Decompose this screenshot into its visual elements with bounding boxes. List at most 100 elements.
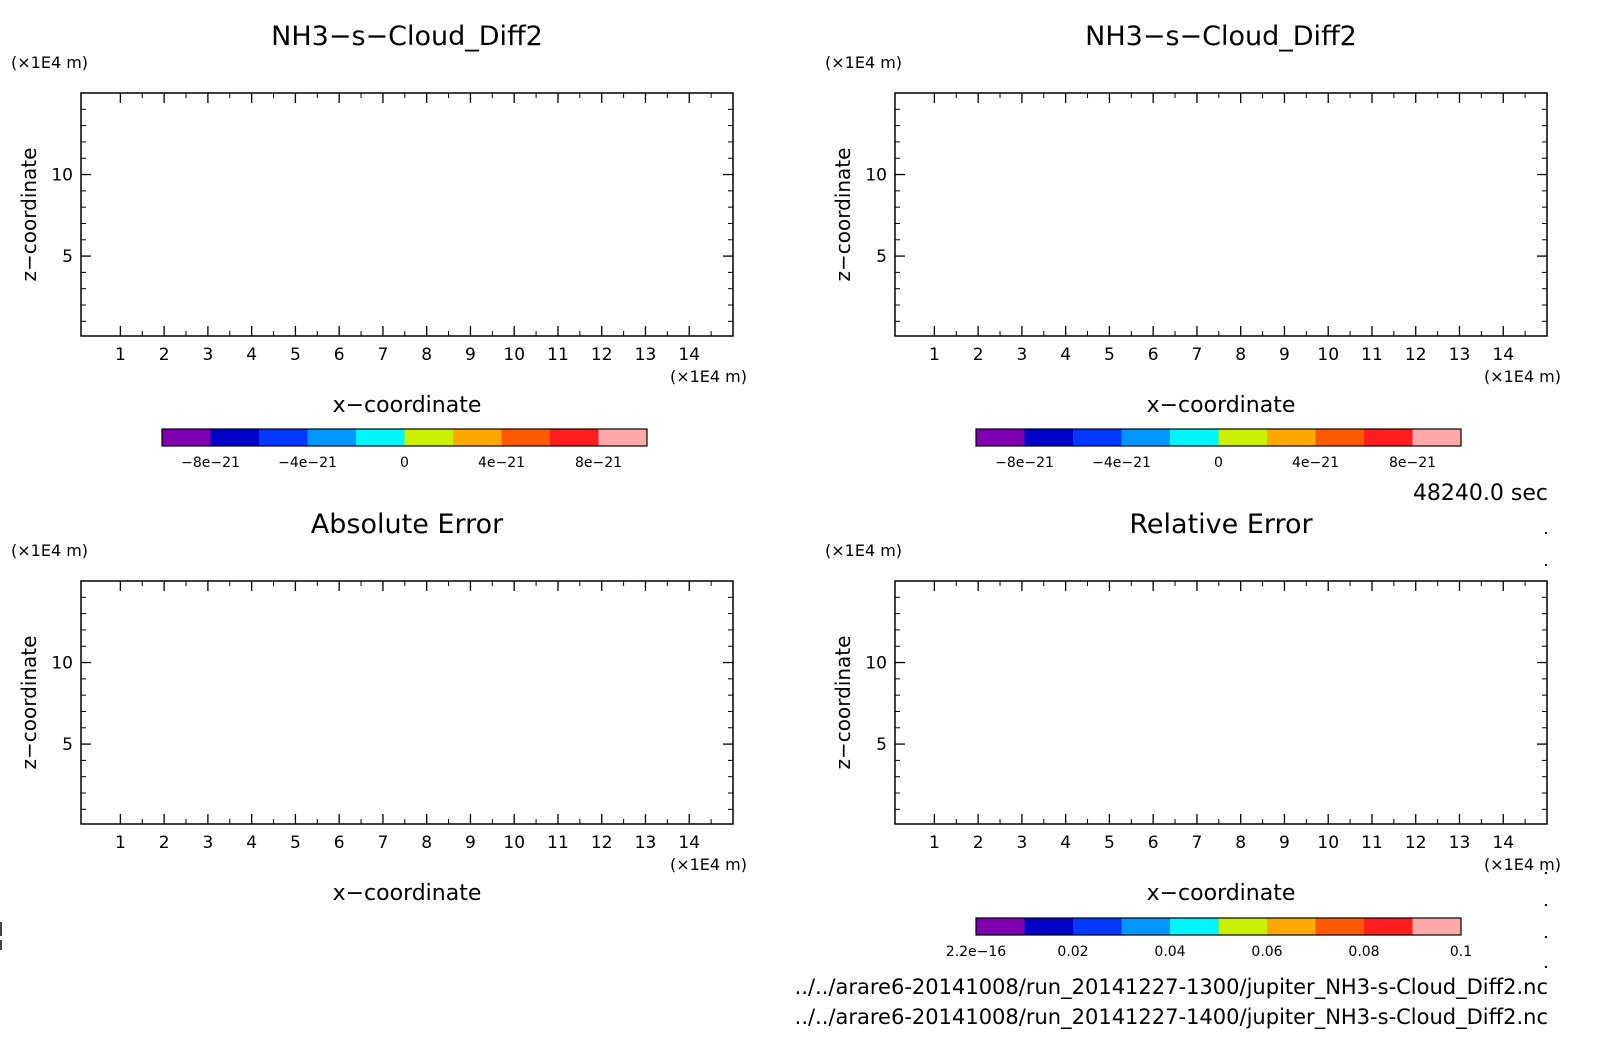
x-tick-label: 7 [378, 345, 389, 365]
x-tick-label: 5 [290, 345, 301, 365]
x-tick-label: 9 [1279, 345, 1290, 365]
y-tick-label: 10 [865, 654, 887, 674]
x-tick-label: 5 [290, 833, 301, 853]
colorbar-frame [161, 428, 648, 447]
colorbar-tick-label: −4e−21 [1092, 455, 1151, 471]
plot-frame [80, 92, 734, 337]
colorbar-tick-label: 0 [1214, 455, 1223, 471]
colorbar-swatch [404, 429, 453, 446]
colorbar-swatch [259, 429, 308, 446]
x-tick-label: 6 [334, 345, 345, 365]
x-axis-label: x−coordinate [333, 881, 482, 906]
x-tick-label: 4 [1060, 345, 1071, 365]
chart-title: Relative Error [1129, 509, 1313, 540]
x-tick-label: 11 [1361, 833, 1383, 853]
dotted-marks [1545, 532, 1547, 968]
x-tick-label: 9 [465, 345, 476, 365]
colorbar-swatch [550, 429, 599, 446]
plot-frame [80, 580, 734, 825]
colorbar: 2.2e−16 0.02 0.04 0.06 0.08 0.1 [946, 917, 1472, 960]
y-tick-label: 5 [62, 247, 73, 267]
colorbar-swatch [1267, 429, 1316, 446]
x-tick-label: 1 [115, 833, 126, 853]
colorbar-swatch [1315, 918, 1364, 935]
colorbar: −8e−21 −4e−21 0 4e−21 8e−21 [975, 428, 1462, 471]
y-axis-label: z−coordinate [831, 636, 855, 770]
colorbar-swatch [210, 429, 259, 446]
chart-panel-1: NH3−s−Cloud_Diff2(×1E4 m)1 2 3 4 5 6 7 8 9 10 11 12… [11, 21, 747, 471]
x-tick-label: 7 [1192, 345, 1203, 365]
x-tick-label: 14 [1492, 345, 1514, 365]
x-tick-label: 14 [678, 345, 700, 365]
x-tick-label: 8 [1235, 833, 1246, 853]
colorbar-swatch [1412, 429, 1461, 446]
x-tick-label: 10 [1317, 345, 1339, 365]
x-tick-label: 11 [1361, 345, 1383, 365]
chart-title: NH3−s−Cloud_Diff2 [1085, 21, 1357, 52]
y-unit-label: (×1E4 m) [11, 53, 88, 72]
colorbar: −8e−21 −4e−21 0 4e−21 8e−21 [161, 428, 648, 471]
colorbar-frame [975, 917, 1462, 936]
colorbar-tick-label: −8e−21 [995, 455, 1054, 471]
x-tick-label: 7 [1192, 833, 1203, 853]
colorbar-tick-label: −8e−21 [181, 455, 240, 471]
y-tick-label: 5 [62, 735, 73, 755]
x-tick-label: 1 [929, 833, 940, 853]
y-tick-label: 5 [876, 247, 887, 267]
x-tick-label: 12 [1405, 345, 1427, 365]
x-tick-label: 1 [929, 345, 940, 365]
colorbar-swatch [1412, 918, 1461, 935]
colorbar-swatch [1364, 918, 1413, 935]
x-tick-label: 11 [547, 345, 569, 365]
x-tick-label: 8 [421, 833, 432, 853]
x-axis-label: x−coordinate [1147, 881, 1296, 906]
colorbar-swatch [501, 429, 550, 446]
y-unit-label: (×1E4 m) [825, 541, 902, 560]
x-tick-label: 9 [1279, 833, 1290, 853]
x-tick-label: 5 [1104, 833, 1115, 853]
x-tick-label: 2 [159, 833, 170, 853]
x-tick-label: 10 [503, 833, 525, 853]
colorbar-swatch [1218, 429, 1267, 446]
chart-panel-2: NH3−s−Cloud_Diff2(×1E4 m)1 2 3 4 5 6 7 8 9 10 11 12… [825, 21, 1561, 471]
x-tick-label: 8 [1235, 345, 1246, 365]
colorbar-tick-label: 8e−21 [575, 455, 622, 471]
colorbar-swatch [1073, 429, 1122, 446]
colorbar-tick-label: 0 [400, 455, 409, 471]
colorbar-tick-label: 4e−21 [478, 455, 525, 471]
x-tick-label: 9 [465, 833, 476, 853]
file-path-b: ../../arare6-20141008/run_20141227-1400/… [795, 1005, 1548, 1030]
colorbar-tick-label: 4e−21 [1292, 455, 1339, 471]
colorbar-swatch [1024, 429, 1073, 446]
x-tick-label: 3 [1016, 345, 1027, 365]
x-tick-label: 4 [246, 345, 257, 365]
colorbar-swatch [1170, 429, 1219, 446]
x-tick-label: 13 [1449, 345, 1471, 365]
colorbar-swatch [356, 429, 405, 446]
colorbar-swatch [1121, 429, 1170, 446]
x-tick-label: 7 [378, 833, 389, 853]
colorbar-swatch [976, 918, 1025, 935]
x-tick-label: 11 [547, 833, 569, 853]
y-tick-label: 10 [865, 166, 887, 186]
x-tick-label: 3 [1016, 833, 1027, 853]
y-unit-label: (×1E4 m) [825, 53, 902, 72]
x-tick-label: 14 [678, 833, 700, 853]
x-tick-label: 12 [1405, 833, 1427, 853]
plot-frame [894, 580, 1548, 825]
x-tick-label: 3 [202, 833, 213, 853]
y-axis-label: z−coordinate [17, 148, 41, 282]
y-tick-label: 10 [51, 166, 73, 186]
chart-title: NH3−s−Cloud_Diff2 [271, 21, 543, 52]
x-tick-label: 12 [591, 345, 613, 365]
colorbar-swatch [1364, 429, 1413, 446]
x-tick-label: 8 [421, 345, 432, 365]
x-tick-label: 6 [334, 833, 345, 853]
y-axis-label: z−coordinate [831, 148, 855, 282]
y-unit-label: (×1E4 m) [11, 541, 88, 560]
plot-frame [894, 92, 1548, 337]
colorbar-swatch [162, 429, 211, 446]
colorbar-tick-label: 0.02 [1057, 944, 1088, 960]
colorbar-tick-label: 8e−21 [1389, 455, 1436, 471]
file-path-a: ../../arare6-20141008/run_20141227-1300/… [795, 975, 1548, 1000]
